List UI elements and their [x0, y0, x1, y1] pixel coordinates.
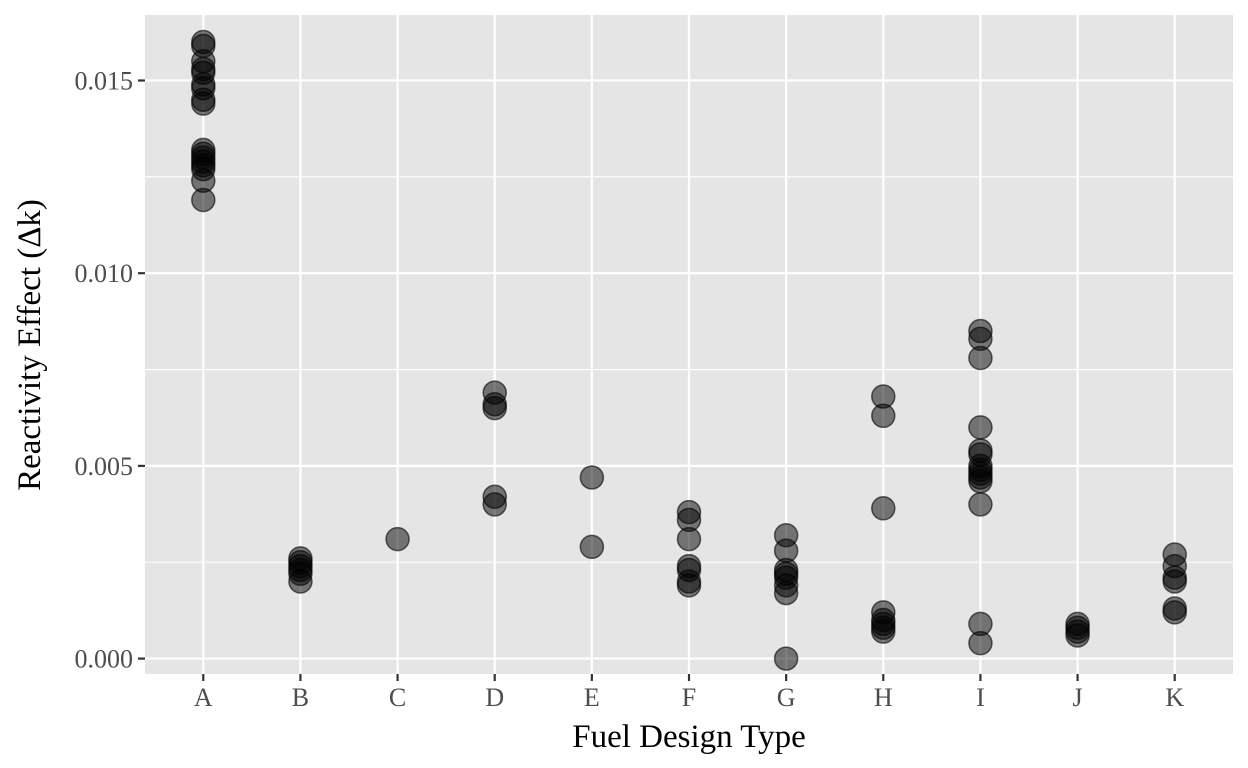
x-tick-label: I	[976, 683, 985, 712]
x-tick-label: J	[1073, 683, 1083, 712]
x-axis-title: Fuel Design Type	[572, 719, 806, 755]
x-tick-label: F	[682, 683, 696, 712]
data-point	[676, 526, 702, 552]
y-tick-label: 0.015	[75, 67, 134, 96]
data-point	[871, 619, 896, 644]
x-tick-label: D	[485, 683, 504, 712]
data-point	[968, 469, 993, 494]
data-point	[968, 630, 993, 656]
x-tick-label: H	[874, 683, 893, 712]
data-points	[191, 29, 1187, 671]
y-axis-title: Reactivity Effect (Δk)	[12, 199, 48, 491]
data-point	[191, 187, 216, 213]
data-point	[288, 569, 313, 594]
y-tick-label: 0.010	[75, 259, 134, 288]
x-tick-label: C	[389, 683, 406, 712]
data-point	[968, 345, 993, 371]
data-point	[482, 492, 507, 517]
data-point	[968, 415, 993, 440]
data-point	[579, 465, 605, 490]
data-point	[579, 534, 605, 560]
data-point	[871, 403, 896, 429]
x-tick-label: A	[194, 683, 213, 712]
data-point	[1162, 600, 1187, 625]
y-tick-label: 0.005	[75, 452, 134, 481]
data-point	[1065, 623, 1090, 648]
data-point	[773, 646, 799, 671]
data-point	[191, 91, 216, 116]
data-point	[676, 573, 702, 598]
data-point	[773, 580, 799, 606]
y-axis: 0.000 0.005 0.010 0.015	[75, 67, 145, 674]
y-tick-label: 0.000	[75, 645, 134, 674]
x-axis: A B C D E F G H I J K	[194, 674, 1184, 712]
x-tick-label: K	[1165, 683, 1184, 712]
major-gridlines	[145, 15, 1233, 674]
data-point	[385, 526, 410, 552]
x-tick-label: G	[777, 683, 796, 712]
x-tick-label: E	[584, 683, 600, 712]
data-point	[968, 492, 993, 517]
data-point	[871, 496, 896, 521]
x-tick-label: B	[292, 683, 309, 712]
data-point	[1162, 569, 1187, 594]
data-point	[482, 395, 507, 421]
